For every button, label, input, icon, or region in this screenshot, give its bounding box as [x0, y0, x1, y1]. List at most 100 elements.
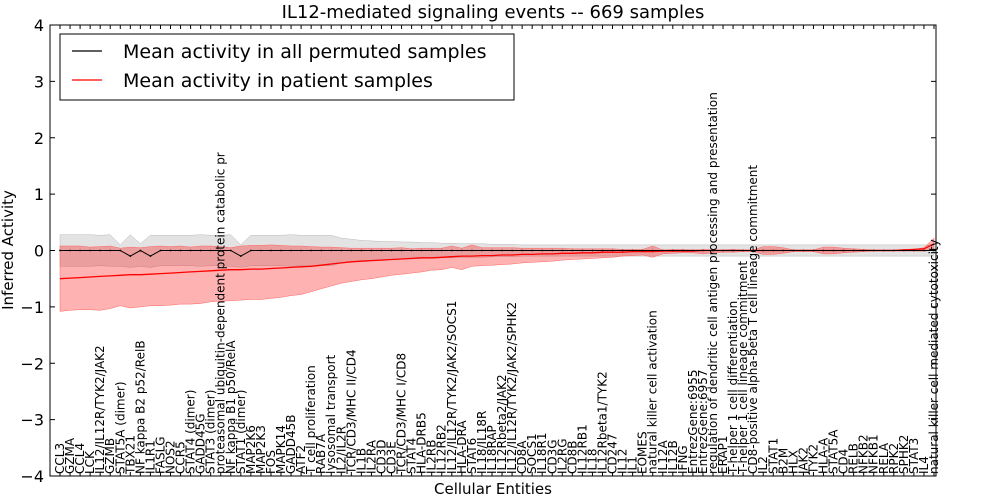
y-tick-label: 4 [34, 16, 44, 35]
category-label: IL12Rbeta1/TYK2 [596, 371, 610, 474]
permuted-point [320, 249, 323, 252]
category-label: IL2RB [425, 440, 439, 474]
permuted-point [390, 249, 393, 252]
category-label: JAK2 [796, 447, 810, 475]
legend-box [59, 33, 515, 101]
permuted-point [611, 249, 614, 252]
legend-label-permuted: Mean activity in all permuted samples [123, 41, 486, 63]
category-label: TYK2 [806, 444, 820, 475]
category-label: IL12B [666, 440, 680, 474]
permuted-point [541, 249, 544, 252]
permuted-point [802, 249, 805, 252]
category-label: B2M [776, 448, 790, 474]
category-label: RPK2 [887, 443, 901, 474]
permuted-point [59, 249, 61, 252]
permuted-point [551, 249, 554, 252]
category-label: MAPK14 [274, 425, 288, 474]
category-label: GADD45G [194, 413, 208, 474]
category-label: T-helper 1 cell differentiation [726, 301, 740, 475]
category-label: CCL3 [53, 443, 67, 474]
category-label: STAT6 [465, 438, 479, 474]
permuted-point [491, 249, 493, 252]
category-label: CD8A [515, 440, 529, 474]
category-label: CCL4 [73, 443, 87, 474]
permuted-point [69, 249, 71, 252]
y-tick-label: −4 [20, 467, 44, 486]
permuted-point [832, 249, 835, 252]
y-tick-label: −2 [20, 354, 44, 373]
category-label: FOS [264, 450, 278, 474]
series-lines [59, 243, 935, 280]
permuted-point [270, 249, 272, 252]
permuted-point [702, 249, 704, 252]
y-tick-label: 2 [34, 129, 44, 148]
permuted-point [400, 249, 403, 252]
permuted-point [139, 249, 142, 252]
category-label: NF kappa B2 p52/RelB [133, 340, 147, 474]
permuted-point [380, 249, 383, 252]
category-label: IL12A [656, 440, 670, 474]
category-label: lysosomal transport [324, 354, 338, 474]
category-label: CD8B [565, 441, 579, 475]
category-label: IL18/IL18R [475, 411, 489, 474]
category-label: GADD45B [284, 415, 298, 475]
permuted-point [370, 249, 373, 252]
permuted-point [902, 249, 905, 252]
permuted-point [99, 249, 102, 252]
permuted-point [792, 249, 795, 252]
permuted-point [89, 249, 92, 252]
permuted-point [762, 249, 765, 252]
permuted-point [742, 249, 745, 252]
permuted-point [260, 249, 262, 252]
permuted-point [209, 249, 212, 252]
category-label: CD3D [375, 440, 389, 475]
permuted-point [571, 249, 574, 252]
permuted-point [360, 249, 363, 252]
permuted-point [199, 249, 202, 252]
permuted-point [752, 249, 755, 252]
category-label: NFKB2 [857, 434, 871, 474]
category-label: STAT4 [405, 438, 419, 474]
category-label: CD3G [545, 439, 559, 474]
chart-title: IL12-mediated signaling events -- 669 sa… [282, 2, 705, 23]
permuted-point [290, 249, 292, 252]
plot-area: CCL3GZMACCL4LCKIL12/IL12R/TYK2/JAK2GZMBS… [20, 16, 941, 486]
category-label: IL12RB2 [435, 424, 449, 474]
permuted-point [119, 249, 122, 252]
x-axis-ticks [59, 25, 935, 476]
category-label: NOS2 [164, 440, 178, 474]
category-label: CD8-positive alpha-beta T cell lineage c… [746, 165, 760, 474]
permuted-mean-line [60, 249, 934, 257]
category-label: STAT3 (dimer) [204, 390, 218, 474]
y-axis-ticks: 4 3 2 1 0 −1 −2 −3 −4 [20, 16, 936, 486]
category-label: GZMA [63, 437, 77, 474]
y-tick-label: 1 [34, 185, 44, 204]
permuted-point [521, 249, 524, 252]
permuted-point [129, 255, 132, 258]
category-label: STAT5A [827, 429, 841, 474]
permuted-point [330, 249, 333, 252]
permuted-point [712, 249, 714, 252]
permuted-point [169, 249, 172, 252]
category-label: MAP2K3 [254, 425, 268, 474]
category-label: IL1R1 [143, 440, 157, 474]
permuted-point [772, 249, 775, 252]
category-label: IL2/IL2R [334, 426, 348, 474]
category-label: IL12/IL12R/TYK2/JAK2 [93, 345, 107, 474]
permuted-point [280, 249, 282, 252]
permuted-point [812, 249, 815, 252]
permuted-point [159, 249, 162, 252]
x-axis-label: Cellular Entities [434, 480, 552, 498]
category-label: EOMES [636, 431, 650, 474]
permuted-point [782, 249, 785, 252]
permuted-point [923, 249, 925, 252]
permuted-point [872, 249, 875, 252]
category-label: EntrezGene:6955 [686, 370, 700, 475]
category-label: RELB [847, 443, 861, 474]
permuted-point [631, 249, 634, 252]
category-label: MAP2K6 [244, 425, 258, 474]
category-label: HLA-A [817, 437, 831, 474]
category-label: IL18R1 [535, 433, 549, 474]
category-label: SOCS1 [525, 433, 539, 474]
category-label: STAT3 [907, 438, 921, 474]
